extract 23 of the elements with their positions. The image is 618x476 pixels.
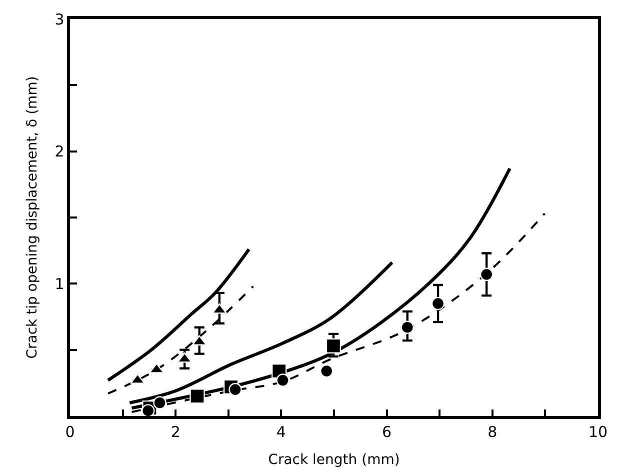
- point: [431, 296, 445, 310]
- y-axis-title: Crack tip opening displacement, δ (mm): [24, 76, 40, 359]
- x-tick-label: 6: [382, 422, 392, 441]
- point: [320, 364, 334, 378]
- line-series: [106, 248, 251, 382]
- point: [326, 338, 342, 354]
- x-tick-label: 4: [276, 422, 286, 441]
- y-tick-label: 1: [54, 274, 64, 293]
- x-tick-label: 2: [170, 422, 180, 441]
- x-tick-label: 0: [65, 422, 75, 441]
- point: [142, 404, 155, 418]
- y-tick-label: 3: [54, 10, 64, 28]
- x-tick-label: 8: [488, 422, 498, 441]
- point: [153, 396, 166, 410]
- line-series: [107, 285, 254, 394]
- x-axis-title: Crack length (mm): [268, 452, 400, 468]
- point: [190, 388, 205, 404]
- point: [228, 382, 242, 396]
- point: [276, 374, 290, 387]
- x-tick-label: 10: [588, 422, 608, 441]
- point: [480, 268, 494, 281]
- point: [400, 320, 414, 334]
- y-tick-label: 2: [54, 142, 64, 161]
